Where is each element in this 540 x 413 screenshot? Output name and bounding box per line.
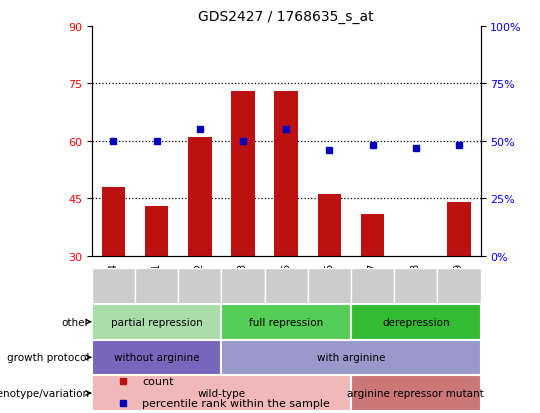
Text: without arginine: without arginine — [114, 353, 199, 363]
Bar — [135, 268, 178, 304]
Bar — [92, 339, 221, 375]
Text: genotype/variation: genotype/variation — [0, 388, 90, 398]
Bar — [221, 339, 481, 375]
Bar — [231, 92, 255, 256]
Bar — [178, 268, 221, 304]
Bar — [351, 375, 481, 411]
Bar — [351, 304, 481, 339]
Bar — [221, 304, 351, 339]
Bar — [188, 138, 212, 256]
Bar — [102, 188, 125, 256]
Bar — [351, 268, 394, 304]
Bar — [318, 195, 341, 256]
Bar — [361, 214, 384, 256]
Text: full repression: full repression — [249, 317, 323, 327]
Bar — [447, 202, 471, 256]
Bar — [274, 92, 298, 256]
Bar — [308, 268, 351, 304]
Text: wild-type: wild-type — [197, 388, 246, 398]
Text: count: count — [143, 376, 174, 386]
Text: derepression: derepression — [382, 317, 450, 327]
Bar — [394, 268, 437, 304]
Title: GDS2427 / 1768635_s_at: GDS2427 / 1768635_s_at — [198, 10, 374, 24]
Text: other: other — [62, 317, 90, 327]
Bar — [92, 375, 351, 411]
Text: with arginine: with arginine — [317, 353, 385, 363]
Text: partial repression: partial repression — [111, 317, 202, 327]
Bar — [265, 268, 308, 304]
Bar — [437, 268, 481, 304]
Text: growth protocol: growth protocol — [7, 353, 90, 363]
Bar — [92, 304, 221, 339]
Bar — [221, 268, 265, 304]
Text: percentile rank within the sample: percentile rank within the sample — [143, 398, 330, 408]
Bar — [92, 268, 135, 304]
Text: arginine repressor mutant: arginine repressor mutant — [347, 388, 484, 398]
Bar — [145, 206, 168, 256]
